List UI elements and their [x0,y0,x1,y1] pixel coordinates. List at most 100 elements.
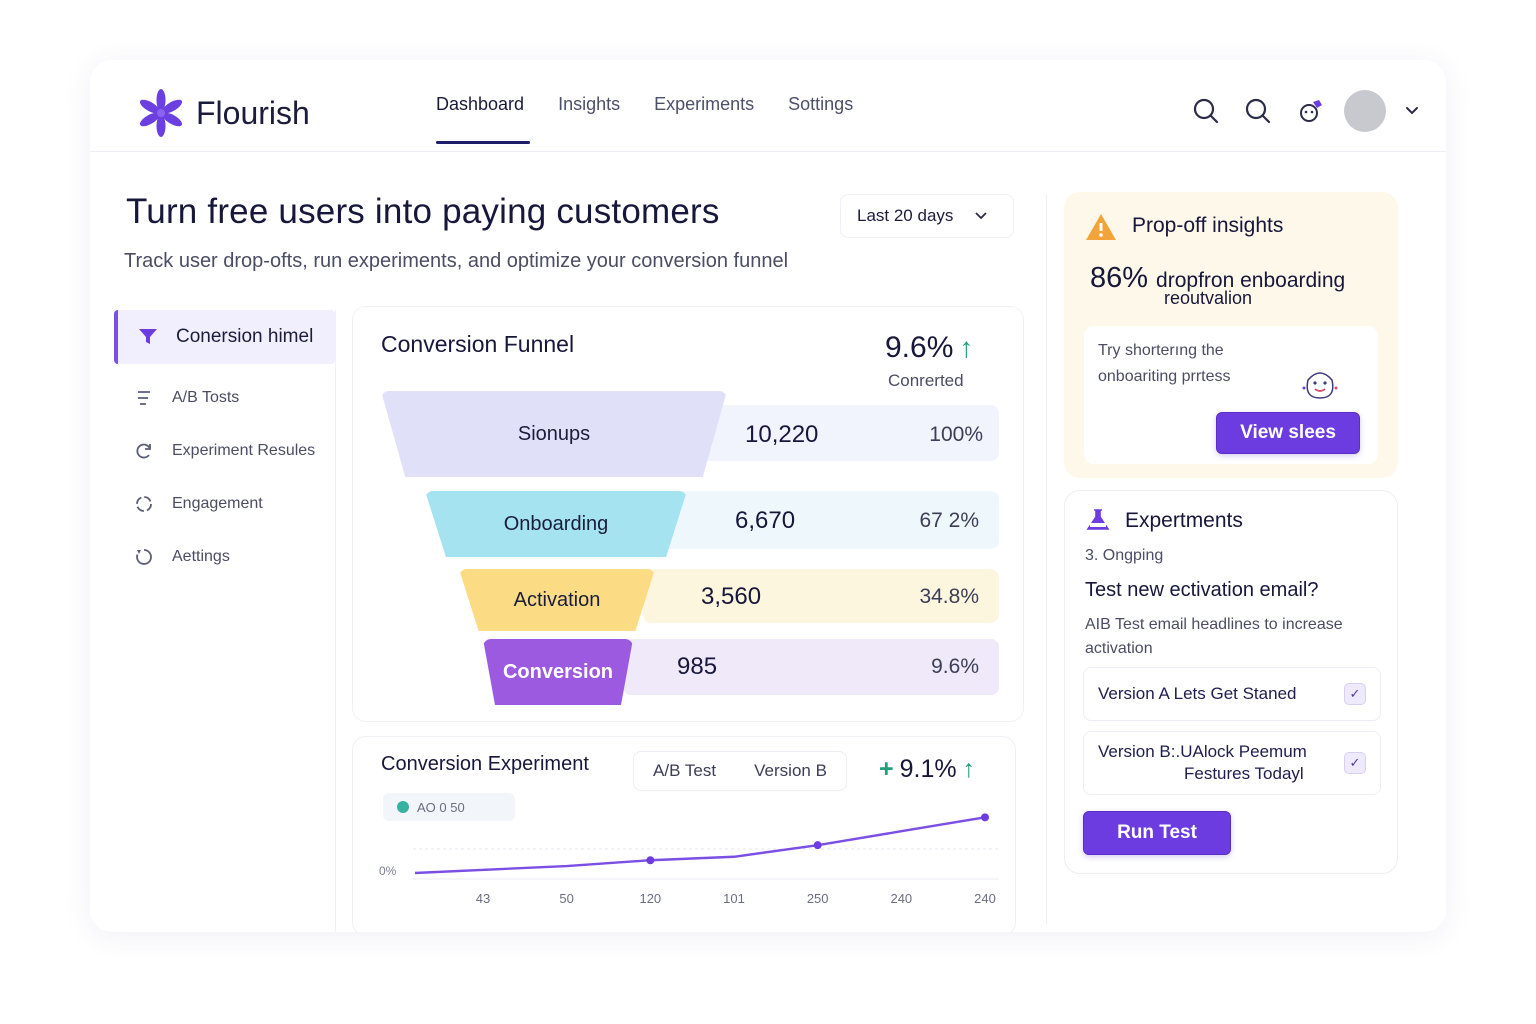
conversion-funnel-card: Conversion Funnel 9.6% ↑ Conrerted Sionu… [352,306,1024,722]
run-test-button[interactable]: Run Test [1083,811,1231,855]
refresh-icon [136,443,151,459]
chevron-down-icon[interactable] [1402,101,1422,121]
x-tick-label: 120 [639,891,661,906]
flower-logo-icon [139,89,183,137]
insight-title: Prop-off insights [1132,214,1284,237]
flask-icon [1086,509,1110,530]
funnel-stage-onboarding[interactable]: Onboarding [425,491,687,557]
sidebar-item-ab-tests[interactable]: A/B Tosts [114,372,335,424]
x-tick-label: 250 [807,891,829,906]
x-tick-label: 240 [974,891,996,906]
nav-dashboard[interactable]: Dashboard [436,94,531,144]
legend-chip: AO 0 50 [383,793,515,821]
sidebar-item-label: Conersion himel [176,326,314,347]
main-nav: Dashboard Insights Experiments Sottings [436,94,854,144]
legend-dot [397,801,409,813]
series-line [414,816,986,875]
experiments-title: Expertments [1125,509,1243,532]
date-range-value: Last 20 days [857,206,954,225]
sidebar-item-experiment-results[interactable]: Experiment Resules [114,425,335,477]
logo-text: Flourish [196,94,310,131]
column-divider [1046,194,1047,924]
funnel-rate-label: Conrerted [888,371,964,390]
insight-text-line-2: reoutvalion [1164,288,1253,308]
data-point [981,813,989,822]
chevron-down-icon [975,212,988,220]
y-tick-label: 0% [379,864,397,878]
date-range-select[interactable]: Last 20 days [840,194,1014,238]
funnel-rate: 9.6% ↑ [885,331,973,365]
avatar[interactable] [1344,90,1386,132]
funnel-row-bg [623,639,999,695]
page-subtitle: Track user drop-ofts, run experiments, a… [124,250,789,272]
view-slees-button[interactable]: View slees [1216,412,1360,454]
version-b-option[interactable]: Version B:.UAlock Peemum Festures Todayl… [1083,731,1381,795]
warning-icon [1086,214,1116,240]
nav-settings[interactable]: Sottings [788,94,854,114]
funnel-stage-signups[interactable]: Sionups [381,391,727,477]
nav-experiments[interactable]: Experiments [654,94,755,114]
funnel-row-bg [693,405,999,461]
sidebar-item-settings[interactable]: Aettings [114,531,335,583]
version-b-label: Version B:.UAlock Peemum [1098,742,1307,761]
experiment-description: AIB Test email headlines to increase act… [1085,616,1343,657]
data-point [813,841,822,850]
experiments-count: 3. Ongping [1085,547,1164,564]
funnel-stage-label: Sionups [517,422,591,445]
experiment-delta: + 9.1% ↑ [879,755,975,784]
funnel-stage-count: 3,560 [701,583,762,610]
funnel-stage-count: 985 [677,653,718,680]
logo[interactable]: Flourish [134,86,310,140]
x-tick-label: 43 [476,891,490,906]
funnel-icon [139,329,157,344]
funnel-stage-pct: 100% [929,423,983,446]
funnel-stage-label: Conversion [502,660,614,683]
funnel-stage-label: Activation [513,588,601,611]
experiment-delta-value: 9.1% [899,755,957,783]
sidebar-item-conversion-funnel[interactable]: Conersion himel [114,310,335,364]
plus-icon: + [879,755,894,783]
search-icon[interactable] [1240,93,1276,129]
trend-up-icon: ↑ [962,755,976,783]
experiment-line-chart: 0% 43 50 120 101 250 240 240 [379,813,999,906]
funnel-title: Conversion Funnel [381,331,575,357]
x-tick-label: 50 [559,891,573,906]
smiley-icon [1302,372,1338,399]
legend-label: AO 0 50 [417,799,465,815]
funnel-stage-label: Onboarding [503,512,609,535]
search-icon[interactable] [1188,93,1224,129]
conversion-experiment-card: Conversion Experiment A/B Test Version B… [352,736,1016,932]
funnel-row-bg [643,569,999,623]
data-point [646,856,655,865]
funnel-stage-pct: 67 2% [919,509,979,532]
x-tick-label: 240 [890,891,912,906]
sidebar-item-label: Aettings [172,548,230,565]
checkbox-icon[interactable]: ✓ [1344,752,1366,774]
bell-icon[interactable] [1292,93,1328,129]
top-bar: Flourish Dashboard Insights Experiments … [90,60,1446,152]
cycle-icon [136,496,152,512]
funnel-stage-activation[interactable]: Activation [459,569,655,631]
tab-ab-test[interactable]: A/B Test [653,761,717,780]
version-b-label-line-2: Festures Todayl [1184,764,1304,783]
nav-insights[interactable]: Insights [558,94,621,114]
experiment-question: Test new ectivation email? [1085,579,1319,601]
sidebar-item-label: Engagement [172,495,263,512]
funnel-stage-conversion[interactable]: Conversion [483,639,633,705]
trend-up-icon: ↑ [959,332,974,363]
experiments-card: Expertments 3. Ongping Test new ectivati… [1064,490,1398,874]
insight-headline: 86% dropfron enboarding [1090,262,1345,295]
funnel-stage-pct: 34.8% [919,585,979,608]
experiment-tab-group: A/B Test Version B [633,751,847,791]
version-a-option[interactable]: Version A Lets Get Staned ✓ [1083,667,1381,721]
sidebar-item-label: Experiment Resules [172,442,316,459]
funnel-stage-count: 10,220 [745,421,819,448]
version-a-label: Version A Lets Get Staned [1098,684,1297,703]
app-window: Flourish Dashboard Insights Experiments … [90,60,1446,932]
sidebar-item-engagement[interactable]: Engagement [114,478,335,530]
tab-version-b[interactable]: Version B [754,761,827,780]
funnel-stage-count: 6,670 [735,507,796,534]
checkbox-icon[interactable]: ✓ [1344,683,1366,705]
ab-test-icon [138,391,150,405]
dropoff-insights-card: Prop-off insights 86% dropfron enboardin… [1064,192,1398,478]
